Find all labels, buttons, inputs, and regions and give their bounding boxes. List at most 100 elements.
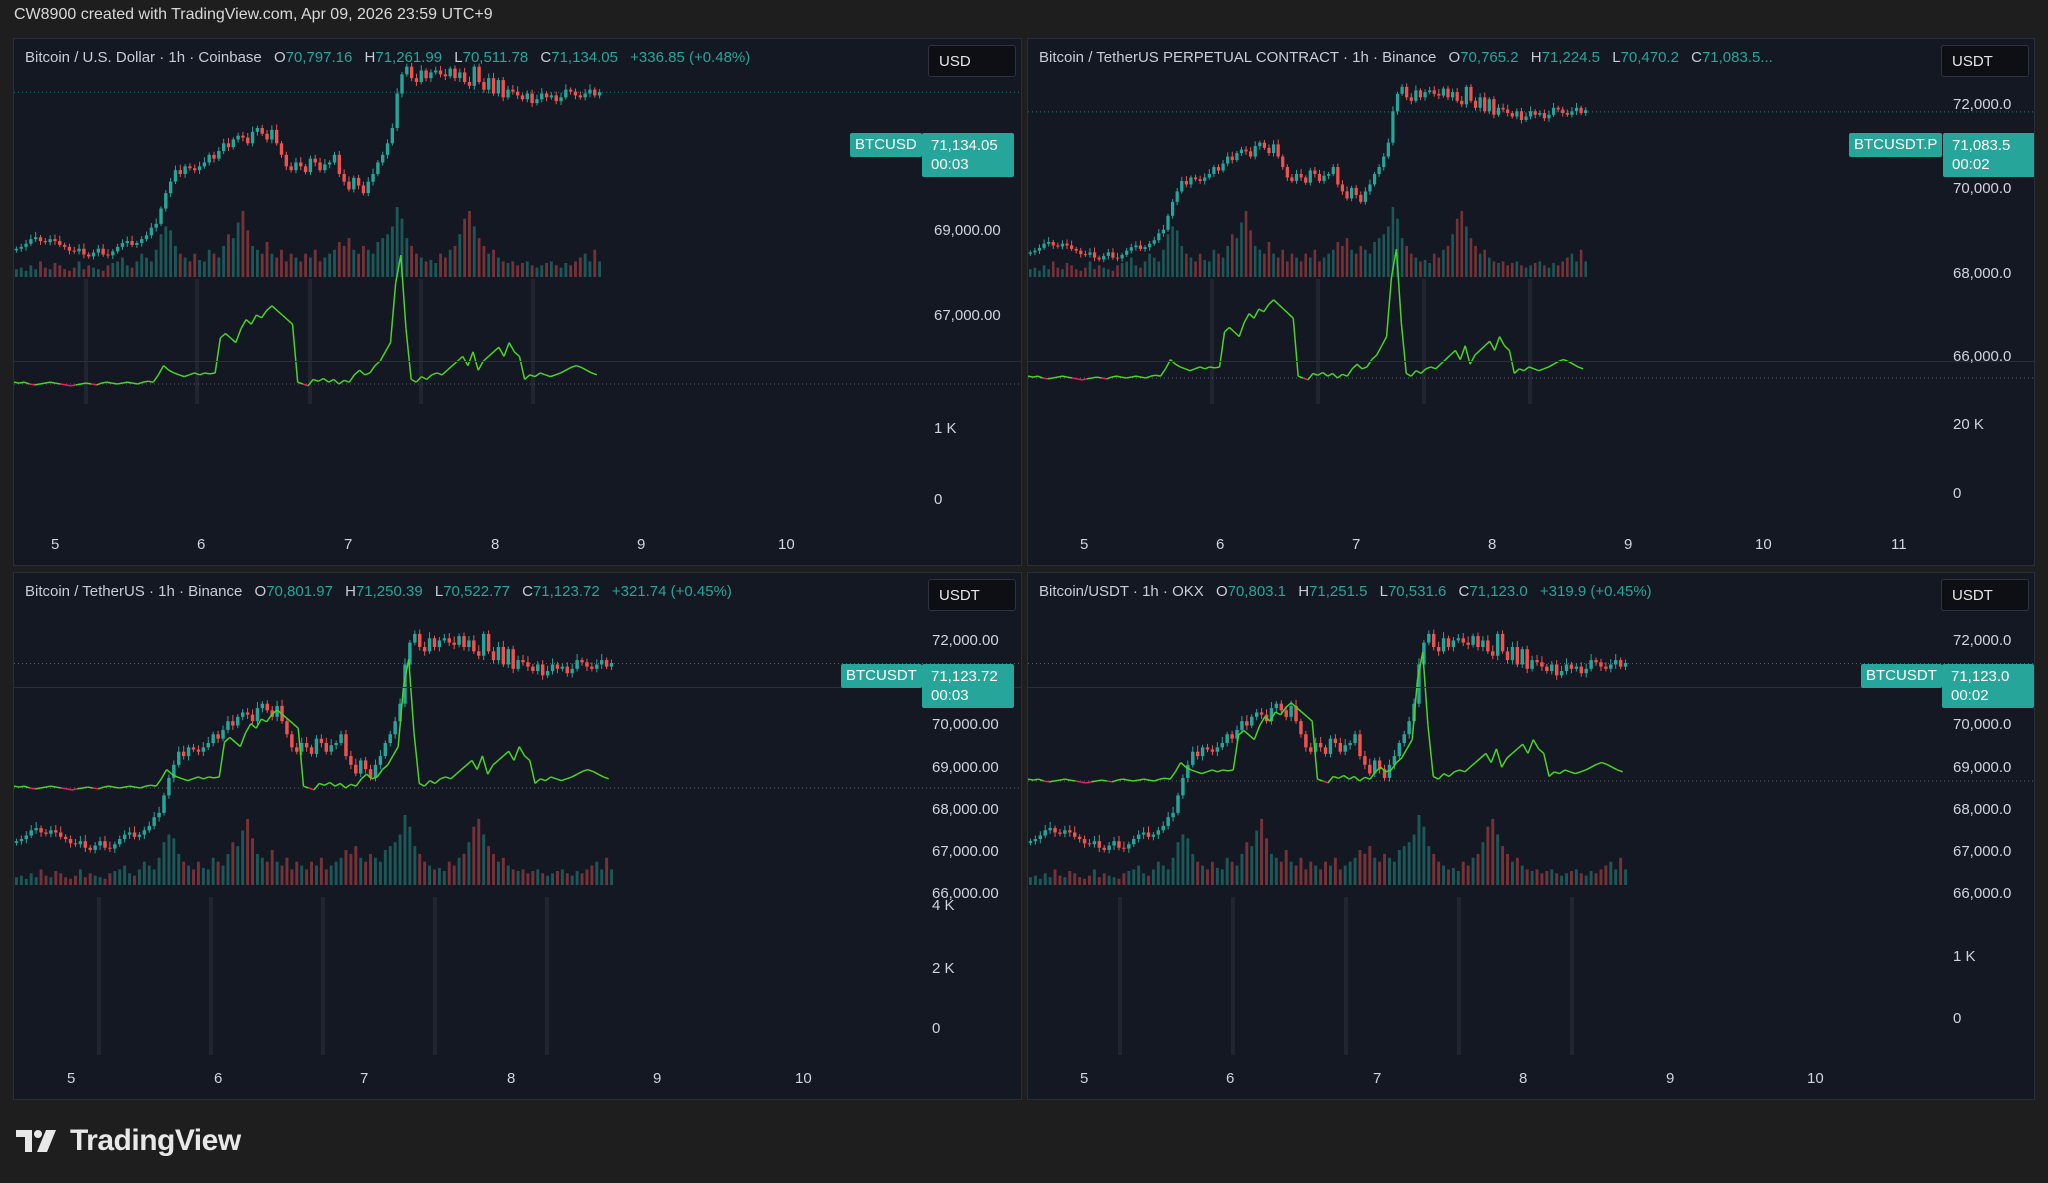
- candle: [1317, 174, 1322, 181]
- cvd-line-segment: [70, 384, 77, 387]
- candle: [1060, 243, 1065, 247]
- cvd-line-segment: [597, 773, 604, 778]
- cvd-line-segment: [166, 769, 173, 775]
- candle: [1405, 86, 1409, 98]
- candlestick-chart[interactable]: [1028, 573, 2034, 1099]
- candle: [361, 185, 366, 194]
- candle: [1077, 836, 1082, 839]
- currency-selector[interactable]: USDT: [1941, 579, 2029, 611]
- candle: [1193, 177, 1198, 180]
- candle: [385, 143, 390, 155]
- candlestick-chart[interactable]: [14, 573, 1021, 1099]
- cvd-line-segment: [266, 305, 273, 311]
- candle: [1097, 257, 1101, 260]
- candle: [1276, 144, 1280, 157]
- session-separator: [308, 279, 312, 404]
- candle: [403, 664, 407, 704]
- cvd-line-segment: [1190, 769, 1197, 773]
- cvd-line-segment: [1085, 781, 1092, 784]
- cvd-line-segment: [245, 319, 252, 325]
- cvd-line-segment: [1116, 375, 1122, 378]
- cvd-line-segment: [92, 787, 99, 790]
- last-price-label: 71,123.72 00:03: [922, 664, 1014, 708]
- volume-bar: [1540, 873, 1544, 885]
- cvd-line-segment: [324, 781, 331, 786]
- candle: [388, 734, 392, 743]
- candlestick-chart[interactable]: [14, 39, 1021, 565]
- candle: [38, 237, 43, 242]
- cvd-line-segment: [571, 773, 578, 778]
- candle: [328, 162, 332, 165]
- cvd-line-segment: [176, 776, 183, 780]
- pane-separator[interactable]: [14, 687, 1021, 688]
- volume-bar: [1501, 261, 1505, 277]
- candle: [1215, 747, 1220, 752]
- volume-bar: [222, 245, 226, 277]
- volume-bar: [323, 257, 327, 277]
- candle: [48, 239, 52, 243]
- candle: [1358, 734, 1362, 757]
- candle: [1033, 250, 1037, 253]
- cvd-line-segment: [44, 381, 51, 384]
- volume-bar: [448, 249, 452, 277]
- cvd-line-segment: [1585, 766, 1592, 771]
- cvd-line-segment: [1032, 375, 1038, 378]
- candle: [1525, 649, 1529, 669]
- chart-panel-btcusdt-okx[interactable]: Bitcoin/USDT · 1h · OKX O70,803.1 H71,25…: [1027, 572, 2035, 1100]
- volume-bar: [1535, 869, 1539, 885]
- cvd-line-segment: [142, 380, 149, 383]
- cvd-line-segment: [1301, 711, 1308, 718]
- volume-bar: [1290, 253, 1294, 277]
- session-separator: [1231, 897, 1235, 1055]
- candle: [44, 832, 48, 834]
- chart-panel-btcusd-coinbase[interactable]: Bitcoin / U.S. Dollar · 1h · Coinbase O7…: [13, 38, 1022, 566]
- volume-bar: [598, 261, 601, 277]
- cvd-line-segment: [581, 366, 587, 371]
- pane-separator[interactable]: [1028, 687, 2034, 688]
- volume-bar: [600, 869, 604, 885]
- candle: [93, 845, 97, 850]
- volume-bar: [260, 857, 264, 885]
- pane-separator[interactable]: [1028, 361, 2034, 362]
- cvd-line-segment: [482, 355, 490, 362]
- volume-bar: [536, 869, 540, 885]
- candle: [144, 235, 149, 240]
- session-separator: [419, 279, 423, 404]
- brand-footer[interactable]: TradingView: [16, 1124, 241, 1158]
- volume-bar: [1068, 871, 1072, 885]
- candle: [1473, 100, 1478, 108]
- candle: [585, 662, 589, 667]
- candlestick-chart[interactable]: [1028, 39, 2034, 565]
- volume-bar: [1263, 253, 1266, 277]
- volume-bar: [1584, 261, 1587, 277]
- candle: [472, 640, 476, 652]
- volume-bar: [34, 877, 38, 885]
- volume-bar: [15, 877, 18, 885]
- cvd-line-segment: [1028, 375, 1034, 378]
- cvd-line-segment: [111, 382, 118, 385]
- currency-selector[interactable]: USD: [928, 45, 1016, 77]
- cvd-line-segment: [1091, 780, 1097, 783]
- volume-bar: [378, 861, 382, 885]
- currency-selector[interactable]: USDT: [928, 579, 1016, 611]
- candle: [366, 181, 370, 194]
- cvd-line-segment: [1385, 769, 1392, 773]
- cvd-line-segment: [1435, 363, 1442, 370]
- cvd-line-segment: [1395, 249, 1403, 323]
- cvd-line-segment: [40, 786, 46, 789]
- cvd-line-segment: [29, 383, 35, 386]
- candle: [544, 93, 549, 98]
- cvd-line-segment: [1523, 366, 1530, 372]
- chart-panel-btcusdt-binance[interactable]: Bitcoin / TetherUS · 1h · Binance O70,80…: [13, 572, 1022, 1100]
- candle: [531, 666, 535, 671]
- price-tick: 66,000.00: [932, 885, 999, 902]
- currency-selector[interactable]: USDT: [1941, 45, 2029, 77]
- pane-separator[interactable]: [14, 361, 1021, 362]
- chart-panel-btcusdt-perp-binance[interactable]: Bitcoin / TetherUS PERPETUAL CONTRACT · …: [1027, 38, 2035, 566]
- price-tick: 72,000.00: [932, 632, 999, 649]
- cvd-line-segment: [1353, 775, 1361, 782]
- volume-bar: [231, 238, 235, 277]
- candle: [231, 721, 235, 726]
- candle: [88, 847, 92, 850]
- volume-bar: [1491, 818, 1495, 885]
